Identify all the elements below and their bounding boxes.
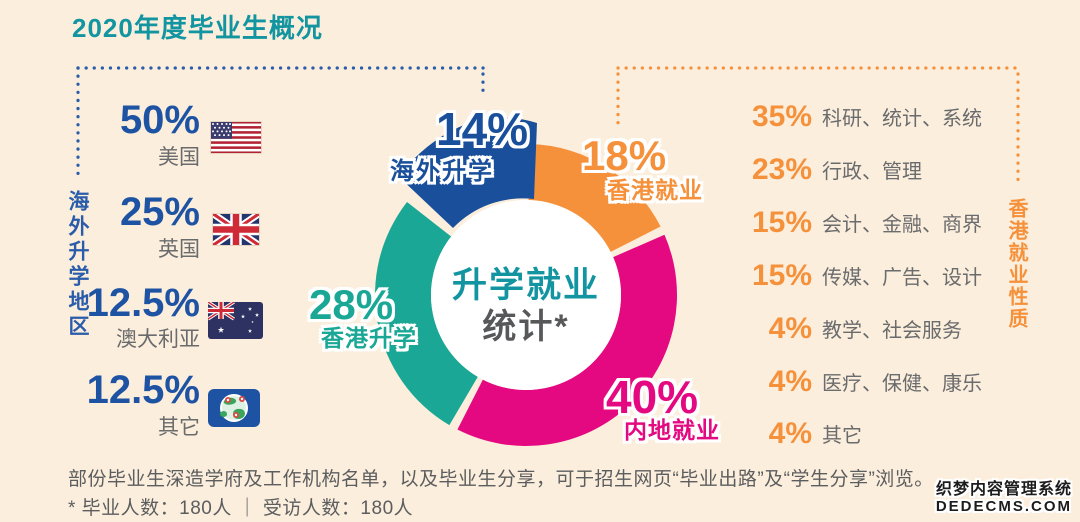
hk-pct-medical: 4% <box>768 365 812 398</box>
donut-segment-hk-study <box>374 202 478 426</box>
donut-segment-overseas-study <box>398 117 537 228</box>
donut-label-hk-employment-pct: 18% <box>582 132 667 179</box>
hk-pct-other: 4% <box>768 417 812 450</box>
hk-name-education: 教学、社会服务 <box>822 320 962 342</box>
donut-label-hk-study-name: 香港升学 <box>321 325 417 351</box>
hk-employment-axis-label: 香港就业性质 <box>1005 198 1027 330</box>
donut-label-mainland-employment-pct: 40% <box>606 371 699 423</box>
overseas-pct-other: 12.5% <box>86 368 200 412</box>
footer-note: 部份毕业生深造学府及工作机构名单，以及毕业生分享，可于招生网页“毕业出路”及“学… <box>68 469 934 490</box>
overseas-name-australia: 澳大利亚 <box>116 328 200 351</box>
donut-label-mainland-employment-name: 内地就业 <box>624 417 720 443</box>
donut-center-subtitle: 统计* <box>482 308 570 346</box>
donut-segment-mainland-employment <box>457 234 678 446</box>
overseas-pct-uk: 25% <box>119 190 200 234</box>
donut-label-overseas-study-pct: 14% <box>436 103 529 155</box>
donut-label-overseas-study-name: 海外升学 <box>390 158 494 185</box>
hk-pct-admin: 23% <box>751 153 812 186</box>
hk-employment-dotted-frame <box>616 66 1020 185</box>
overseas-name-uk: 英国 <box>158 238 200 261</box>
donut-segment-hk-employment <box>528 144 661 252</box>
hk-pct-research: 35% <box>751 100 812 133</box>
uk-flag-icon <box>212 213 260 246</box>
hk-name-finance: 会计、金融、商界 <box>822 214 982 236</box>
watermark-cms-domain: DEDECMS.COM <box>935 498 1072 515</box>
donut-hole <box>431 200 621 390</box>
donut-label-hk-study-pct: 28% <box>309 281 394 328</box>
watermark-cms-name: 织梦内容管理系统 <box>935 481 1072 498</box>
hk-pct-finance: 15% <box>751 206 812 239</box>
page-title: 2020年度毕业生概况 <box>72 13 323 43</box>
hk-name-media: 传媒、广告、设计 <box>822 267 982 289</box>
overseas-dotted-frame <box>76 66 486 183</box>
hk-name-admin: 行政、管理 <box>822 161 922 183</box>
overseas-name-other: 其它 <box>158 416 200 439</box>
overseas-name-us: 美国 <box>158 146 200 169</box>
hk-name-research: 科研、统计、系统 <box>822 108 982 130</box>
globe-icon <box>208 389 260 427</box>
australia-flag-icon <box>208 302 263 339</box>
donut-center-title: 升学就业 <box>451 266 600 305</box>
hk-pct-education: 4% <box>768 312 812 345</box>
overseas-axis-label: 海外升学地区 <box>66 190 89 340</box>
us-flag-icon <box>210 121 262 154</box>
footer-sample-size: * 毕业人数：180人 ｜ 受访人数：180人 <box>68 498 414 519</box>
hk-pct-media: 15% <box>751 259 812 292</box>
hk-name-medical: 医疗、保健、康乐 <box>822 373 982 395</box>
donut-label-hk-employment-name: 香港就业 <box>607 177 703 203</box>
overseas-pct-us: 50% <box>119 98 200 142</box>
hk-name-other: 其它 <box>822 425 862 447</box>
overseas-pct-australia: 12.5% <box>86 281 200 325</box>
